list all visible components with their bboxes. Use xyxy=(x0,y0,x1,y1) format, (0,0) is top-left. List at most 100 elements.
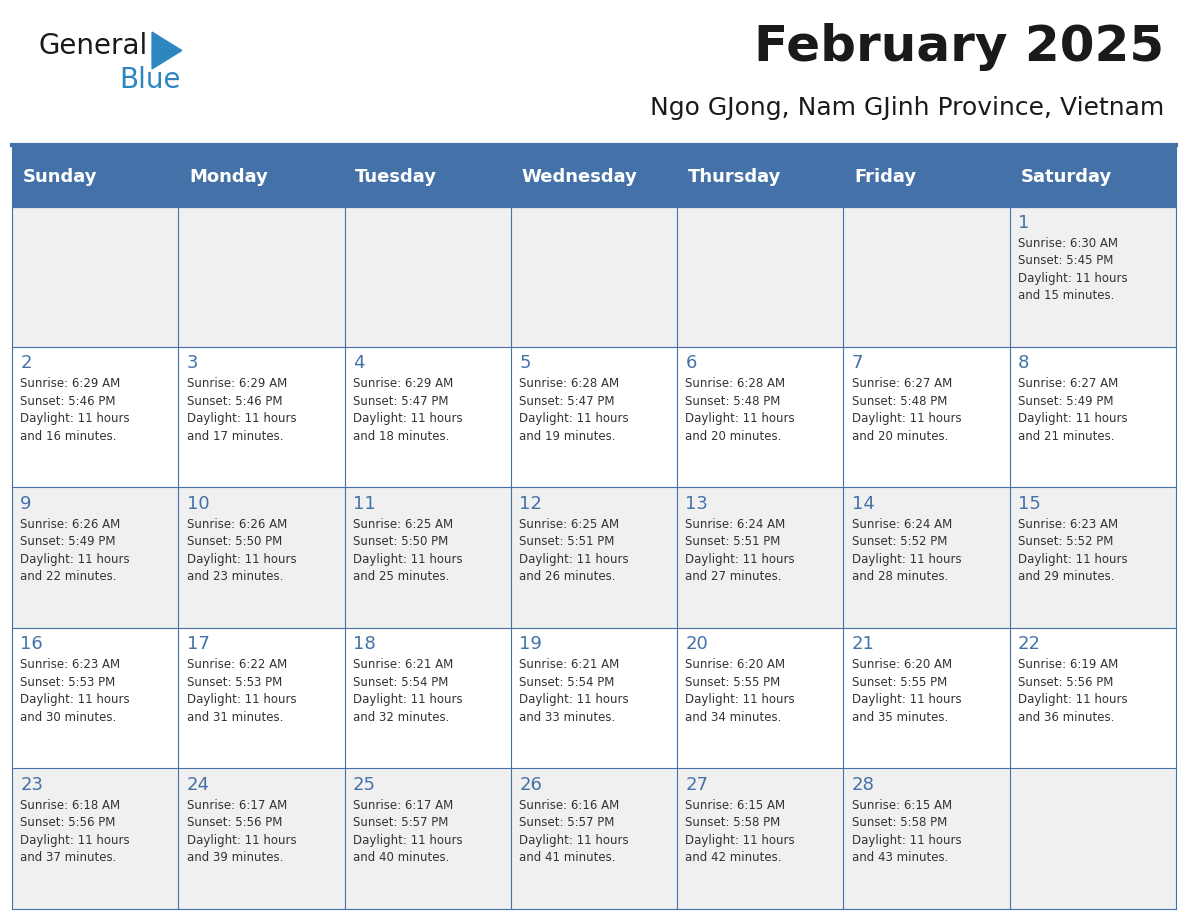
Text: 24: 24 xyxy=(187,776,209,794)
Text: 9: 9 xyxy=(20,495,32,513)
Bar xyxy=(178,487,345,628)
Text: Sunrise: 6:23 AM
Sunset: 5:53 PM
Daylight: 11 hours
and 30 minutes.: Sunrise: 6:23 AM Sunset: 5:53 PM Dayligh… xyxy=(20,658,129,723)
Text: Friday: Friday xyxy=(854,168,916,185)
Text: Sunrise: 6:15 AM
Sunset: 5:58 PM
Daylight: 11 hours
and 42 minutes.: Sunrise: 6:15 AM Sunset: 5:58 PM Dayligh… xyxy=(685,799,795,864)
Bar xyxy=(677,487,843,628)
Text: Sunrise: 6:28 AM
Sunset: 5:48 PM
Daylight: 11 hours
and 20 minutes.: Sunrise: 6:28 AM Sunset: 5:48 PM Dayligh… xyxy=(685,377,795,442)
Text: Sunrise: 6:21 AM
Sunset: 5:54 PM
Daylight: 11 hours
and 33 minutes.: Sunrise: 6:21 AM Sunset: 5:54 PM Dayligh… xyxy=(519,658,628,723)
Text: 18: 18 xyxy=(353,635,375,654)
Bar xyxy=(178,347,345,487)
Text: Tuesday: Tuesday xyxy=(355,168,437,185)
Text: Sunrise: 6:27 AM
Sunset: 5:49 PM
Daylight: 11 hours
and 21 minutes.: Sunrise: 6:27 AM Sunset: 5:49 PM Dayligh… xyxy=(1018,377,1127,442)
Text: Thursday: Thursday xyxy=(688,168,782,185)
Text: Sunrise: 6:22 AM
Sunset: 5:53 PM
Daylight: 11 hours
and 31 minutes.: Sunrise: 6:22 AM Sunset: 5:53 PM Dayligh… xyxy=(187,658,296,723)
Text: Sunrise: 6:17 AM
Sunset: 5:57 PM
Daylight: 11 hours
and 40 minutes.: Sunrise: 6:17 AM Sunset: 5:57 PM Dayligh… xyxy=(353,799,462,864)
Text: 7: 7 xyxy=(852,354,864,373)
Text: Sunrise: 6:26 AM
Sunset: 5:49 PM
Daylight: 11 hours
and 22 minutes.: Sunrise: 6:26 AM Sunset: 5:49 PM Dayligh… xyxy=(20,518,129,583)
Text: General: General xyxy=(38,32,147,61)
Text: 3: 3 xyxy=(187,354,198,373)
Bar xyxy=(12,628,178,768)
Text: 16: 16 xyxy=(20,635,43,654)
Bar xyxy=(12,487,178,628)
Text: 12: 12 xyxy=(519,495,542,513)
Text: 20: 20 xyxy=(685,635,708,654)
Bar xyxy=(178,207,345,347)
Text: Blue: Blue xyxy=(119,66,181,95)
Text: Sunrise: 6:25 AM
Sunset: 5:50 PM
Daylight: 11 hours
and 25 minutes.: Sunrise: 6:25 AM Sunset: 5:50 PM Dayligh… xyxy=(353,518,462,583)
Bar xyxy=(345,628,511,768)
Bar xyxy=(1010,768,1176,909)
Text: 26: 26 xyxy=(519,776,542,794)
Text: Saturday: Saturday xyxy=(1020,168,1112,185)
Polygon shape xyxy=(152,32,182,69)
Text: 19: 19 xyxy=(519,635,542,654)
Bar xyxy=(677,628,843,768)
Text: 15: 15 xyxy=(1018,495,1041,513)
Text: Sunrise: 6:17 AM
Sunset: 5:56 PM
Daylight: 11 hours
and 39 minutes.: Sunrise: 6:17 AM Sunset: 5:56 PM Dayligh… xyxy=(187,799,296,864)
Text: 27: 27 xyxy=(685,776,708,794)
Text: 1: 1 xyxy=(1018,214,1030,232)
Bar xyxy=(345,768,511,909)
Bar xyxy=(12,147,1176,207)
Text: 28: 28 xyxy=(852,776,874,794)
Text: Sunrise: 6:15 AM
Sunset: 5:58 PM
Daylight: 11 hours
and 43 minutes.: Sunrise: 6:15 AM Sunset: 5:58 PM Dayligh… xyxy=(852,799,961,864)
Bar xyxy=(345,347,511,487)
Text: Wednesday: Wednesday xyxy=(522,168,638,185)
Bar xyxy=(1010,347,1176,487)
Bar xyxy=(843,487,1010,628)
Bar xyxy=(178,768,345,909)
Text: 11: 11 xyxy=(353,495,375,513)
Text: Sunrise: 6:24 AM
Sunset: 5:52 PM
Daylight: 11 hours
and 28 minutes.: Sunrise: 6:24 AM Sunset: 5:52 PM Dayligh… xyxy=(852,518,961,583)
Text: Sunrise: 6:26 AM
Sunset: 5:50 PM
Daylight: 11 hours
and 23 minutes.: Sunrise: 6:26 AM Sunset: 5:50 PM Dayligh… xyxy=(187,518,296,583)
Bar xyxy=(1010,628,1176,768)
Bar xyxy=(345,207,511,347)
Text: Sunrise: 6:25 AM
Sunset: 5:51 PM
Daylight: 11 hours
and 26 minutes.: Sunrise: 6:25 AM Sunset: 5:51 PM Dayligh… xyxy=(519,518,628,583)
Text: 13: 13 xyxy=(685,495,708,513)
Bar xyxy=(1010,207,1176,347)
Text: 17: 17 xyxy=(187,635,209,654)
Text: Sunrise: 6:30 AM
Sunset: 5:45 PM
Daylight: 11 hours
and 15 minutes.: Sunrise: 6:30 AM Sunset: 5:45 PM Dayligh… xyxy=(1018,237,1127,302)
Bar xyxy=(677,768,843,909)
Bar xyxy=(677,347,843,487)
Text: 5: 5 xyxy=(519,354,531,373)
Bar xyxy=(12,347,178,487)
Text: 10: 10 xyxy=(187,495,209,513)
Bar xyxy=(511,768,677,909)
Text: Sunrise: 6:16 AM
Sunset: 5:57 PM
Daylight: 11 hours
and 41 minutes.: Sunrise: 6:16 AM Sunset: 5:57 PM Dayligh… xyxy=(519,799,628,864)
Bar xyxy=(843,768,1010,909)
Text: 2: 2 xyxy=(20,354,32,373)
Bar xyxy=(677,207,843,347)
Text: 4: 4 xyxy=(353,354,365,373)
Text: Sunrise: 6:19 AM
Sunset: 5:56 PM
Daylight: 11 hours
and 36 minutes.: Sunrise: 6:19 AM Sunset: 5:56 PM Dayligh… xyxy=(1018,658,1127,723)
Text: 14: 14 xyxy=(852,495,874,513)
Bar xyxy=(178,628,345,768)
Text: 22: 22 xyxy=(1018,635,1041,654)
Text: 25: 25 xyxy=(353,776,375,794)
Text: 21: 21 xyxy=(852,635,874,654)
Text: Sunrise: 6:23 AM
Sunset: 5:52 PM
Daylight: 11 hours
and 29 minutes.: Sunrise: 6:23 AM Sunset: 5:52 PM Dayligh… xyxy=(1018,518,1127,583)
Bar xyxy=(12,207,178,347)
Text: 6: 6 xyxy=(685,354,697,373)
Text: Sunrise: 6:29 AM
Sunset: 5:47 PM
Daylight: 11 hours
and 18 minutes.: Sunrise: 6:29 AM Sunset: 5:47 PM Dayligh… xyxy=(353,377,462,442)
Bar xyxy=(345,487,511,628)
Text: Sunrise: 6:18 AM
Sunset: 5:56 PM
Daylight: 11 hours
and 37 minutes.: Sunrise: 6:18 AM Sunset: 5:56 PM Dayligh… xyxy=(20,799,129,864)
Bar xyxy=(12,768,178,909)
Text: 8: 8 xyxy=(1018,354,1030,373)
Text: Sunrise: 6:29 AM
Sunset: 5:46 PM
Daylight: 11 hours
and 17 minutes.: Sunrise: 6:29 AM Sunset: 5:46 PM Dayligh… xyxy=(187,377,296,442)
Text: Sunrise: 6:20 AM
Sunset: 5:55 PM
Daylight: 11 hours
and 34 minutes.: Sunrise: 6:20 AM Sunset: 5:55 PM Dayligh… xyxy=(685,658,795,723)
Bar xyxy=(511,207,677,347)
Text: Sunday: Sunday xyxy=(23,168,97,185)
Text: Sunrise: 6:29 AM
Sunset: 5:46 PM
Daylight: 11 hours
and 16 minutes.: Sunrise: 6:29 AM Sunset: 5:46 PM Dayligh… xyxy=(20,377,129,442)
Bar xyxy=(511,628,677,768)
Bar xyxy=(843,347,1010,487)
Text: Sunrise: 6:20 AM
Sunset: 5:55 PM
Daylight: 11 hours
and 35 minutes.: Sunrise: 6:20 AM Sunset: 5:55 PM Dayligh… xyxy=(852,658,961,723)
Bar xyxy=(511,347,677,487)
Bar xyxy=(843,207,1010,347)
Text: Sunrise: 6:21 AM
Sunset: 5:54 PM
Daylight: 11 hours
and 32 minutes.: Sunrise: 6:21 AM Sunset: 5:54 PM Dayligh… xyxy=(353,658,462,723)
Bar xyxy=(843,628,1010,768)
Bar xyxy=(511,487,677,628)
Text: Ngo GJong, Nam GJinh Province, Vietnam: Ngo GJong, Nam GJinh Province, Vietnam xyxy=(650,96,1164,120)
Bar xyxy=(1010,487,1176,628)
Text: Sunrise: 6:28 AM
Sunset: 5:47 PM
Daylight: 11 hours
and 19 minutes.: Sunrise: 6:28 AM Sunset: 5:47 PM Dayligh… xyxy=(519,377,628,442)
Text: 23: 23 xyxy=(20,776,43,794)
